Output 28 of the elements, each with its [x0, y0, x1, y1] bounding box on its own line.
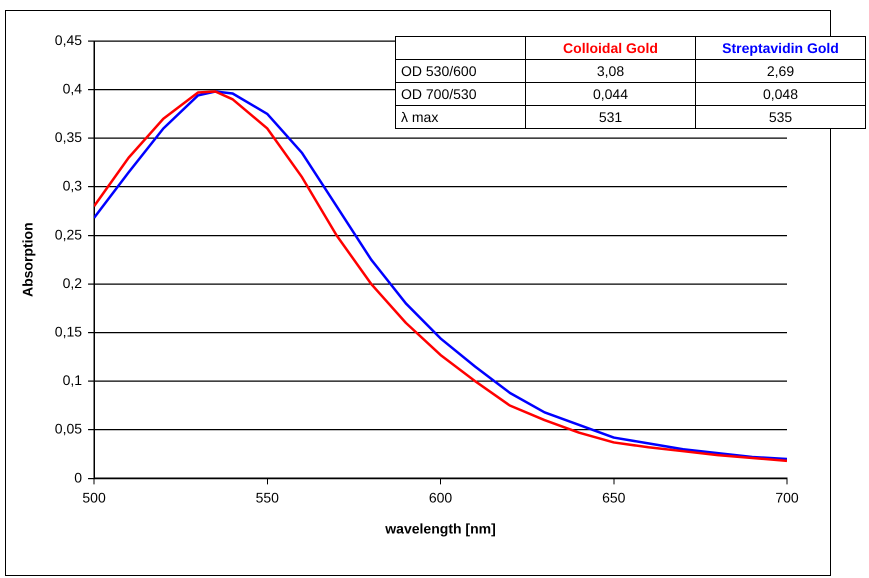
y-tick-label: 0,2 — [62, 274, 82, 291]
y-tick-label: 0,25 — [54, 226, 82, 242]
annotation: 535 — [696, 106, 866, 128]
annotation: 0,044 — [526, 82, 696, 106]
y-tick-label: 0,3 — [62, 178, 82, 194]
y-tick-label: 0,4 — [62, 80, 82, 96]
y-tick-label: 0,05 — [54, 420, 82, 437]
x-axis-title: wavelength [nm] — [384, 520, 496, 536]
x-tick-label: 650 — [602, 490, 626, 506]
y-tick-label: 0,45 — [54, 32, 82, 48]
y-tick-label: 0,15 — [54, 323, 82, 340]
text: Streptavidin Gold — [696, 36, 866, 60]
annotation: 3,08 — [526, 60, 696, 82]
annotation: λ max — [396, 106, 526, 128]
annotation: 531 — [526, 106, 696, 128]
x-tick-label: 550 — [256, 490, 280, 506]
annotation: OD 700/530 — [396, 82, 526, 106]
annotation: 2,69 — [696, 60, 866, 82]
x-tick-label: 700 — [775, 490, 799, 506]
text: Colloidal Gold — [526, 36, 696, 60]
x-tick-label: 500 — [82, 490, 106, 506]
y-tick-label: 0 — [74, 469, 82, 486]
y-axis-title: Absorption — [19, 222, 36, 298]
x-tick-label: 600 — [428, 490, 452, 506]
annotation: 0,048 — [696, 82, 866, 106]
y-tick-label: 0,35 — [54, 129, 82, 146]
annotation: OD 530/600 — [396, 60, 526, 82]
y-tick-label: 0,1 — [62, 372, 82, 388]
